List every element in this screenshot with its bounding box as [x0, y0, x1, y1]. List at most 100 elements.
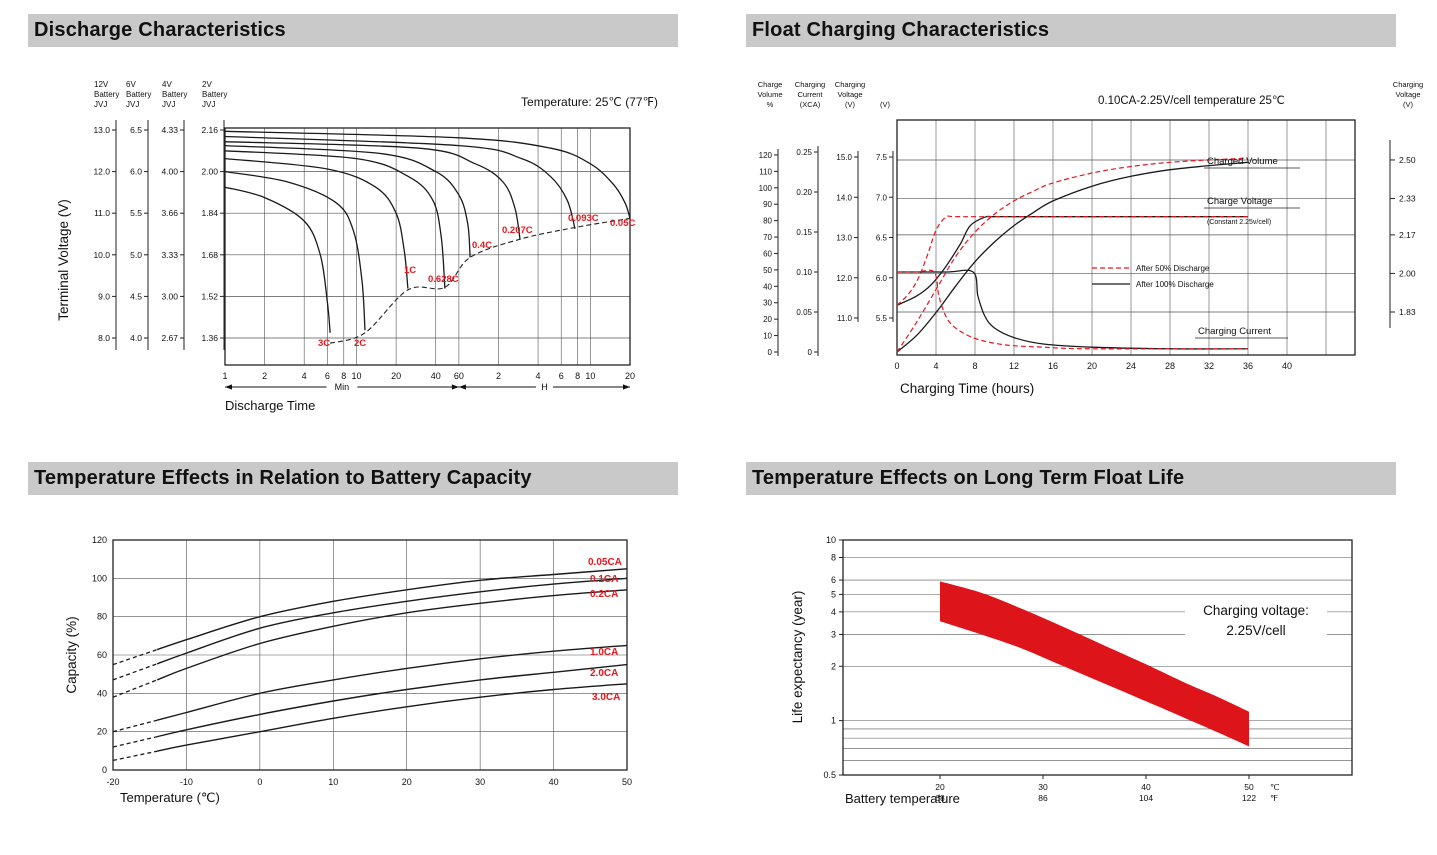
svg-text:50: 50: [763, 266, 772, 275]
curve-labels: Temperature: 25℃ (77℉) 3C 2C 1C 0.628C 0.4C 0.…: [318, 95, 658, 349]
svg-text:1.52: 1.52: [201, 291, 218, 301]
svg-text:6: 6: [559, 371, 564, 381]
svg-text:5: 5: [831, 589, 836, 599]
svg-text:0.20: 0.20: [796, 188, 812, 197]
svg-text:Capacity (%): Capacity (%): [64, 616, 79, 693]
svg-text:(V): (V): [880, 100, 891, 109]
svg-text:30: 30: [1038, 782, 1048, 792]
svg-text:After 100% Discharge: After 100% Discharge: [1136, 280, 1214, 289]
svg-text:JVJ: JVJ: [202, 100, 215, 109]
svg-text:2: 2: [496, 371, 501, 381]
svg-text:8: 8: [575, 371, 580, 381]
svg-text:36: 36: [1243, 361, 1253, 371]
svg-text:40: 40: [97, 688, 107, 698]
svg-text:4: 4: [933, 361, 938, 371]
svg-text:5.0: 5.0: [130, 250, 142, 260]
svg-text:0.10CA-2.25V/cell temperature: 0.10CA-2.25V/cell temperature 25℃: [1098, 95, 1285, 107]
svg-text:13.0: 13.0: [836, 234, 852, 243]
svg-text:0: 0: [102, 765, 107, 775]
svg-text:20: 20: [935, 782, 945, 792]
svg-text:6.5: 6.5: [876, 234, 888, 243]
svg-text:Volume: Volume: [757, 90, 782, 99]
svg-text:-10: -10: [180, 777, 193, 787]
svg-text:(Constant 2.25v/cell): (Constant 2.25v/cell): [1207, 219, 1271, 226]
svg-text:20: 20: [1087, 361, 1097, 371]
svg-text:Battery: Battery: [94, 90, 119, 99]
svg-text:After 50% Discharge: After 50% Discharge: [1136, 264, 1210, 273]
svg-text:Voltage: Voltage: [1395, 90, 1420, 99]
svg-text:5.5: 5.5: [130, 208, 142, 218]
svg-text:12.0: 12.0: [93, 167, 110, 177]
svg-text:14.0: 14.0: [836, 193, 852, 202]
svg-text:6.0: 6.0: [876, 274, 888, 283]
svg-text:Charging Current: Charging Current: [1198, 326, 1271, 337]
curve-labels: 0.10CA-2.25V/cell temperature 25℃ Charged…: [1092, 95, 1300, 339]
svg-text:20: 20: [625, 371, 635, 381]
svg-text:4: 4: [831, 607, 836, 617]
svg-text:2.0CA: 2.0CA: [590, 668, 618, 679]
svg-text:12: 12: [1009, 361, 1019, 371]
svg-text:3.33: 3.33: [161, 250, 178, 260]
svg-text:4: 4: [536, 371, 541, 381]
annotations: Charging voltage: 2.25V/cell: [1185, 599, 1327, 643]
svg-text:Temperature (℃): Temperature (℃): [120, 790, 220, 805]
svg-text:0.2CA: 0.2CA: [590, 589, 618, 600]
svg-text:Battery: Battery: [202, 90, 227, 99]
svg-text:0.25: 0.25: [796, 148, 812, 157]
axes: 0 4 8 12 16 20 24 28 32 36 40 2.50 2.33 2.17 2.00 1.83 C…: [757, 80, 1423, 396]
svg-text:8.0: 8.0: [98, 333, 110, 343]
svg-text:70: 70: [763, 233, 772, 242]
svg-text:1.0CA: 1.0CA: [590, 647, 618, 658]
svg-text:(XCA): (XCA): [800, 100, 821, 109]
svg-text:3: 3: [831, 629, 836, 639]
svg-text:Voltage: Voltage: [837, 90, 862, 99]
svg-text:80: 80: [763, 217, 772, 226]
svg-text:4: 4: [302, 371, 307, 381]
svg-text:0.15: 0.15: [796, 228, 812, 237]
svg-text:0.5: 0.5: [823, 770, 836, 780]
svg-text:40: 40: [1282, 361, 1292, 371]
svg-text:1.36: 1.36: [201, 333, 218, 343]
svg-text:120: 120: [92, 535, 107, 545]
svg-text:90: 90: [763, 200, 772, 209]
svg-text:40: 40: [431, 371, 441, 381]
svg-text:20: 20: [763, 315, 772, 324]
svg-text:1.83: 1.83: [1399, 307, 1416, 317]
svg-text:Current: Current: [797, 90, 823, 99]
svg-text:0.628C: 0.628C: [428, 274, 459, 285]
svg-text:%: %: [767, 100, 774, 109]
svg-text:16: 16: [1048, 361, 1058, 371]
svg-text:60: 60: [763, 249, 772, 258]
svg-text:2.33: 2.33: [1399, 194, 1416, 204]
svg-text:6.5: 6.5: [130, 125, 142, 135]
axes: -20 -10 0 10 20 30 40 50 0 20 40 60 80 100 120 Capacity…: [64, 535, 632, 805]
svg-text:11.0: 11.0: [837, 314, 853, 323]
svg-text:4.0: 4.0: [130, 333, 142, 343]
svg-text:6: 6: [325, 371, 330, 381]
svg-text:℃: ℃: [1270, 782, 1280, 792]
svg-text:Charged Volume: Charged Volume: [1207, 156, 1278, 167]
svg-text:0.1CA: 0.1CA: [590, 574, 618, 585]
svg-text:H: H: [541, 382, 548, 392]
panel-title-temperature-effects-capacity: Temperature Effects in Relation to Batte…: [28, 462, 678, 495]
svg-text:Charging Time (hours): Charging Time (hours): [900, 381, 1034, 396]
svg-text:122: 122: [1242, 793, 1256, 803]
svg-text:24: 24: [1126, 361, 1136, 371]
svg-text:12.0: 12.0: [836, 274, 852, 283]
svg-text:86: 86: [1038, 793, 1048, 803]
svg-text:0.05: 0.05: [796, 308, 812, 317]
svg-text:120: 120: [759, 151, 773, 160]
svg-text:6.0: 6.0: [130, 167, 142, 177]
svg-text:4.5: 4.5: [130, 291, 142, 301]
svg-text:10: 10: [763, 332, 772, 341]
svg-text:40: 40: [763, 282, 772, 291]
charging-curves: [896, 157, 1249, 353]
svg-text:Life expectancy (year): Life expectancy (year): [790, 591, 805, 724]
svg-text:10.0: 10.0: [93, 250, 110, 260]
svg-text:30: 30: [475, 777, 485, 787]
svg-text:40: 40: [549, 777, 559, 787]
svg-text:2V: 2V: [202, 80, 212, 89]
svg-text:50: 50: [1244, 782, 1254, 792]
svg-text:7.0: 7.0: [876, 193, 888, 202]
svg-text:68: 68: [935, 793, 945, 803]
